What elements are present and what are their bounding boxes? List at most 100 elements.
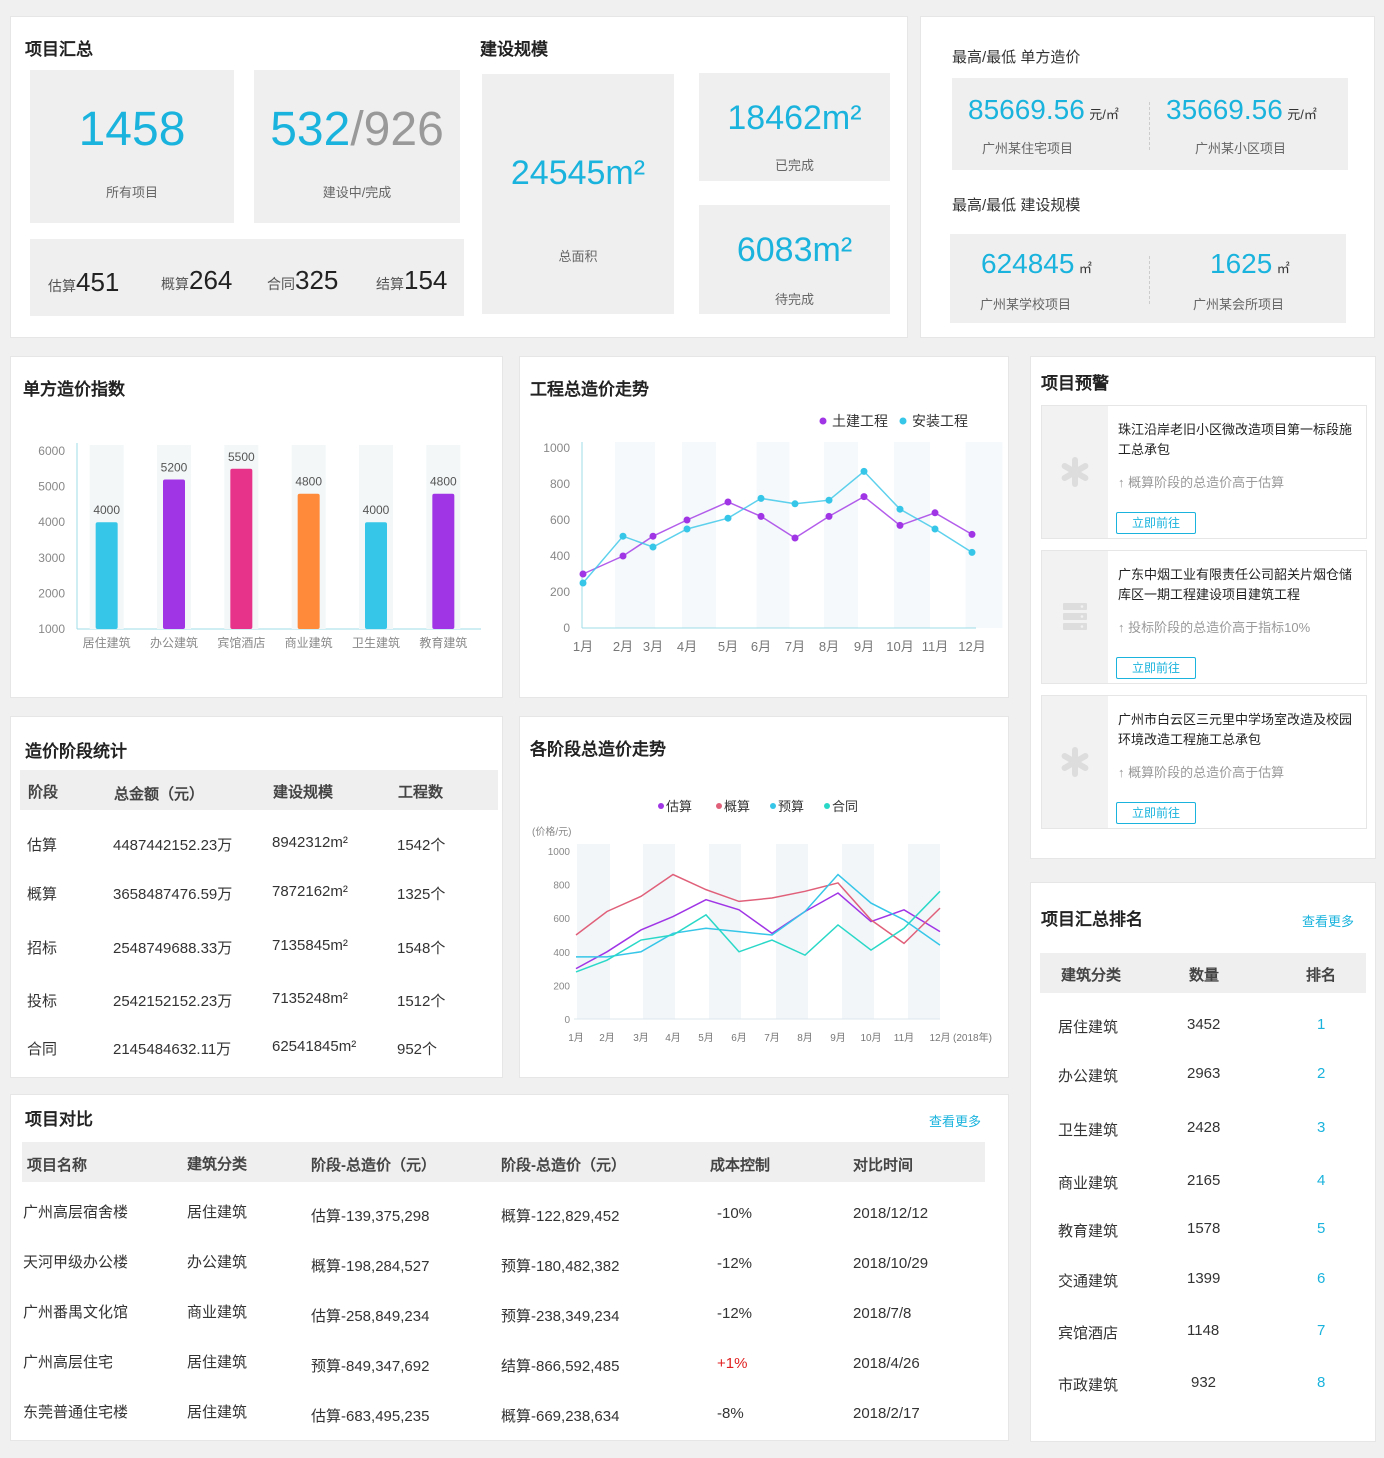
scale-extremes-title: 最高/最低 建设规模 xyxy=(952,197,1081,214)
asterisk-icon xyxy=(1042,406,1108,538)
warning-desc: ↑ 投标阶段的总造价高于指标10% xyxy=(1118,620,1311,635)
cost-trend-card: 工程总造价走势 土建工程 安装工程 0 200 400 600 800 1000 1月 2月 3月 4… xyxy=(519,356,1009,698)
compare-cell: -8% xyxy=(717,1405,744,1422)
project-name-link[interactable]: 天河甲级办公楼 xyxy=(23,1254,129,1271)
pending-area-box[interactable]: 6083m² 待完成 xyxy=(699,205,890,314)
scale-low[interactable]: 1625 ㎡ xyxy=(1210,248,1290,279)
y-tick-label: 600 xyxy=(553,914,570,925)
project-name-link[interactable]: 广州高层住宅 xyxy=(23,1354,114,1371)
go-now-button[interactable]: 立即前往 xyxy=(1116,512,1196,534)
legend-marker xyxy=(824,803,830,809)
all-projects-box[interactable]: 1458 所有项目 xyxy=(30,70,234,223)
scale-high[interactable]: 624845 ㎡ xyxy=(981,248,1092,279)
y-tick-label: 4000 xyxy=(38,515,65,529)
bar-value-label: 4800 xyxy=(430,475,457,489)
rank-value: 6 xyxy=(1317,1270,1326,1287)
ranking-cell: 1399 xyxy=(1187,1270,1221,1287)
ranking-cell: 1148 xyxy=(1187,1322,1220,1339)
stage-stats-cell: 8942312m² xyxy=(272,834,348,851)
data-point xyxy=(757,494,765,502)
x-tick-label: 9月 xyxy=(830,1032,846,1044)
y-tick-label: 200 xyxy=(550,585,570,599)
asterisk-icon xyxy=(1042,696,1108,828)
total-area-label: 总面积 xyxy=(558,249,598,264)
ranking-card: 项目汇总排名 查看更多 建筑分类 数量 排名 居住建筑 3452 1 办公建筑 2963… xyxy=(1030,882,1376,1442)
band-background xyxy=(577,844,610,1019)
project-name-link[interactable]: 广州高层宿舍楼 xyxy=(23,1204,129,1221)
stage-stats-cell: 2145484632.11万 xyxy=(113,1041,232,1058)
bar xyxy=(297,493,320,629)
warning-title[interactable]: 广东中烟工业有限责任公司韶关片烟仓储库区一期工程建设项目建筑工程 xyxy=(1118,567,1353,602)
scale-extremes-box: 624845 ㎡ 广州某学校项目 1625 ㎡ 广州某会所项目 xyxy=(950,234,1346,323)
compare-view-more-link[interactable]: 查看更多 xyxy=(929,1114,982,1129)
x-tick-label: 3月 xyxy=(633,1032,649,1044)
stage-stats-cell: 概算 xyxy=(27,886,58,903)
stage-count-settlement[interactable]: 结算154 xyxy=(376,265,448,295)
extremes-card: 最高/最低 单方造价 85669.56 元/㎡ 广州某住宅项目 35669.56… xyxy=(920,16,1375,338)
x-tick-label: 1月 xyxy=(568,1032,584,1044)
compare-cell: 2018/7/8 xyxy=(853,1305,912,1322)
price-high[interactable]: 85669.56 元/㎡ xyxy=(968,94,1119,125)
warning-title[interactable]: 广州市白云区三元里中学场室改造及校园环境改造工程施工总承包 xyxy=(1118,712,1353,747)
compare-cell: 2018/10/29 xyxy=(853,1255,929,1272)
band-background xyxy=(894,442,930,628)
x-tick-label: 3月 xyxy=(643,639,663,654)
col-scale: 建设规模 xyxy=(273,784,334,801)
ranking-view-more-link[interactable]: 查看更多 xyxy=(1302,914,1355,929)
data-point xyxy=(619,552,627,560)
compare-cell: 商业建筑 xyxy=(187,1304,248,1321)
cost-trend-line-chart: 土建工程 安装工程 0 200 400 600 800 1000 1月 2月 3月 4月 5月 6月 7月 8… xyxy=(543,413,1003,654)
go-now-button[interactable]: 立即前往 xyxy=(1116,657,1196,679)
compare-cell: -10% xyxy=(717,1205,753,1222)
ranking-cell: 宾馆酒店 xyxy=(1058,1325,1119,1342)
bar-value-label: 4800 xyxy=(295,475,322,489)
x-tick-label: 卫生建筑 xyxy=(352,635,400,650)
y-tick-label: 400 xyxy=(550,549,570,563)
bar xyxy=(95,522,118,629)
y-tick-label: 800 xyxy=(550,477,570,491)
x-tick-label: 8月 xyxy=(819,639,839,654)
compare-cell: -12% xyxy=(717,1305,753,1322)
band-background xyxy=(756,442,790,628)
stage-count-contract[interactable]: 合同325 xyxy=(267,265,339,295)
rank-value: 3 xyxy=(1317,1119,1326,1136)
col-total-amount: 总金额（元） xyxy=(114,786,205,803)
bar xyxy=(230,468,253,629)
col-building-category: 建筑分类 xyxy=(1061,967,1122,984)
compare-cell: 概算-122,829,452 xyxy=(501,1208,620,1225)
y-tick-label: 3000 xyxy=(38,551,65,565)
stage-count-budget[interactable]: 概算264 xyxy=(161,265,233,295)
warning-title[interactable]: 珠江沿岸老旧小区微改造项目第一标段施工总承包 xyxy=(1118,422,1353,457)
project-compare-title: 项目对比 xyxy=(25,1110,93,1129)
x-tick-label: 商业建筑 xyxy=(285,635,333,650)
col-compare-time: 对比时间 xyxy=(853,1157,914,1174)
legend-label: 预算 xyxy=(778,799,804,814)
x-tick-label: 2月 xyxy=(613,639,633,654)
x-tick-label: 10月 xyxy=(860,1032,881,1044)
x-tick-label: 10月 xyxy=(886,639,913,654)
server-icon xyxy=(1042,551,1108,683)
project-name-link[interactable]: 东莞普通住宅楼 xyxy=(23,1404,129,1421)
data-point xyxy=(757,512,765,520)
project-name-link[interactable]: 广州番禺文化馆 xyxy=(23,1304,129,1321)
data-point xyxy=(968,548,976,556)
completed-area-box[interactable]: 18462m² 已完成 xyxy=(699,73,890,181)
price-low[interactable]: 35669.56 元/㎡ xyxy=(1166,94,1317,125)
compare-cell: -12% xyxy=(717,1255,753,1272)
building-box[interactable]: 532/926 建设中/完成 xyxy=(254,70,460,223)
compare-cell: 估算-683,495,235 xyxy=(311,1408,430,1425)
x-tick-label: 12月 xyxy=(929,1032,950,1044)
rank-value: 1 xyxy=(1317,1016,1326,1033)
total-area-box[interactable]: 24545m² 总面积 xyxy=(482,74,674,314)
go-now-button[interactable]: 立即前往 xyxy=(1116,802,1196,824)
x-tick-label: 4月 xyxy=(665,1032,681,1044)
y-tick-label: 1000 xyxy=(38,622,65,636)
bar-value-label: 5200 xyxy=(161,460,188,474)
ranking-cell: 932 xyxy=(1191,1374,1217,1391)
stage-count-estimate[interactable]: 估算451 xyxy=(48,267,120,297)
ranking-cell: 2963 xyxy=(1187,1065,1221,1082)
ranking-cell: 市政建筑 xyxy=(1058,1377,1119,1394)
compare-cell: 预算-238,349,234 xyxy=(501,1308,620,1325)
x-tick-label: 5月 xyxy=(698,1032,714,1044)
bar-value-label: 4000 xyxy=(363,503,390,517)
